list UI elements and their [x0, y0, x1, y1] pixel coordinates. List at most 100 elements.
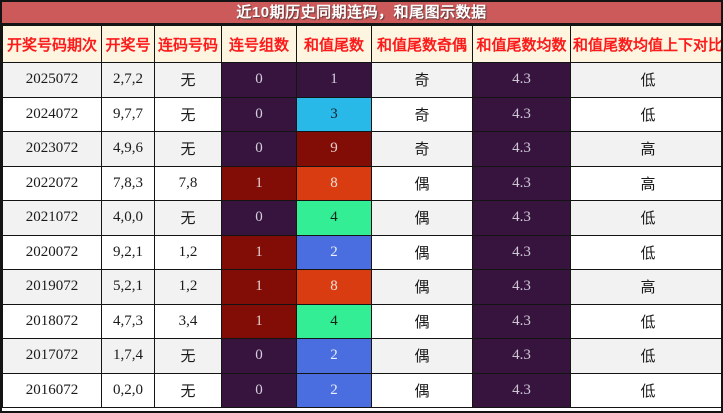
cell-groups: 1 — [221, 269, 297, 305]
cell-pair: 1,2 — [154, 234, 222, 270]
cell-groups: 1 — [221, 165, 297, 201]
table-row: 2022072 7,8,3 7,8 1 8 偶 4.3 高 — [2, 165, 721, 201]
cell-pair: 1,2 — [154, 269, 222, 305]
cell-numbers: 1,7,4 — [101, 338, 155, 374]
cell-compare: 低 — [570, 234, 721, 270]
cell-numbers: 4,7,3 — [101, 303, 155, 339]
cell-tail: 3 — [296, 96, 372, 132]
cell-groups: 0 — [221, 200, 297, 236]
cell-pair: 无 — [154, 62, 222, 98]
cell-pair: 7,8 — [154, 165, 222, 201]
cell-compare: 低 — [570, 62, 721, 98]
cell-groups: 0 — [221, 96, 297, 132]
cell-parity: 奇 — [371, 96, 473, 132]
cell-tail: 2 — [296, 372, 372, 408]
cell-period: 2016072 — [2, 372, 102, 408]
cell-tail: 9 — [296, 131, 372, 167]
cell-compare: 高 — [570, 165, 721, 201]
cell-tail: 8 — [296, 165, 372, 201]
cell-pair: 无 — [154, 338, 222, 374]
cell-mean: 4.3 — [472, 131, 571, 167]
header-consecutive-numbers: 连码号码 — [154, 25, 222, 63]
cell-pair: 无 — [154, 372, 222, 408]
cell-period: 2018072 — [2, 303, 102, 339]
header-sum-tail-compare: 和值尾数均值上下对比 — [570, 25, 721, 63]
cell-numbers: 4,0,0 — [101, 200, 155, 236]
cell-parity: 奇 — [371, 62, 473, 98]
cell-mean: 4.3 — [472, 303, 571, 339]
cell-compare: 高 — [570, 131, 721, 167]
cell-mean: 4.3 — [472, 234, 571, 270]
header-row: 开奖号码期次 开奖号 连码号码 连号组数 和值尾数 和值尾数奇偶 和值尾数均数 … — [2, 25, 721, 63]
cell-numbers: 9,2,1 — [101, 234, 155, 270]
cell-parity: 偶 — [371, 303, 473, 339]
cell-mean: 4.3 — [472, 62, 571, 98]
cell-period: 2025072 — [2, 62, 102, 98]
cell-mean: 4.3 — [472, 200, 571, 236]
table-body: 2025072 2,7,2 无 0 1 奇 4.3 低 2024072 9,7,7 无 0 3 奇 4.3 低… — [2, 62, 721, 408]
cell-mean: 4.3 — [472, 96, 571, 132]
table-title: 近10期历史同期连码，和尾图示数据 — [2, 2, 721, 25]
cell-tail: 1 — [296, 62, 372, 98]
cell-groups: 0 — [221, 372, 297, 408]
cell-period: 2024072 — [2, 96, 102, 132]
header-period: 开奖号码期次 — [2, 25, 102, 63]
cell-period: 2023072 — [2, 131, 102, 167]
cell-numbers: 9,7,7 — [101, 96, 155, 132]
table-row: 2023072 4,9,6 无 0 9 奇 4.3 高 — [2, 131, 721, 167]
cell-pair: 无 — [154, 131, 222, 167]
cell-mean: 4.3 — [472, 338, 571, 374]
table-row: 2025072 2,7,2 无 0 1 奇 4.3 低 — [2, 62, 721, 98]
cell-parity: 偶 — [371, 165, 473, 201]
cell-period: 2017072 — [2, 338, 102, 374]
cell-tail: 4 — [296, 303, 372, 339]
cell-pair: 3,4 — [154, 303, 222, 339]
table-row: 2017072 1,7,4 无 0 2 偶 4.3 低 — [2, 338, 721, 374]
table-row: 2024072 9,7,7 无 0 3 奇 4.3 低 — [2, 96, 721, 132]
cell-compare: 低 — [570, 303, 721, 339]
table-row: 2020072 9,2,1 1,2 1 2 偶 4.3 低 — [2, 234, 721, 270]
cell-pair: 无 — [154, 200, 222, 236]
table-row: 2018072 4,7,3 3,4 1 4 偶 4.3 低 — [2, 303, 721, 339]
lottery-data-table: 开奖号码期次 开奖号 连码号码 连号组数 和值尾数 和值尾数奇偶 和值尾数均数 … — [2, 25, 721, 408]
cell-groups: 0 — [221, 62, 297, 98]
cell-tail: 2 — [296, 338, 372, 374]
cell-compare: 低 — [570, 200, 721, 236]
cell-compare: 低 — [570, 96, 721, 132]
cell-parity: 偶 — [371, 200, 473, 236]
cell-tail: 8 — [296, 269, 372, 305]
cell-parity: 偶 — [371, 338, 473, 374]
cell-parity: 偶 — [371, 269, 473, 305]
cell-compare: 低 — [570, 338, 721, 374]
cell-period: 2022072 — [2, 165, 102, 201]
cell-mean: 4.3 — [472, 269, 571, 305]
header-consecutive-groups: 连号组数 — [221, 25, 297, 63]
cell-numbers: 0,2,0 — [101, 372, 155, 408]
cell-groups: 1 — [221, 234, 297, 270]
cell-numbers: 7,8,3 — [101, 165, 155, 201]
cell-numbers: 5,2,1 — [101, 269, 155, 305]
cell-groups: 0 — [221, 338, 297, 374]
cell-parity: 偶 — [371, 234, 473, 270]
header-sum-tail: 和值尾数 — [296, 25, 372, 63]
table-row: 2021072 4,0,0 无 0 4 偶 4.3 低 — [2, 200, 721, 236]
cell-pair: 无 — [154, 96, 222, 132]
cell-parity: 奇 — [371, 131, 473, 167]
header-sum-tail-mean: 和值尾数均数 — [472, 25, 571, 63]
cell-groups: 0 — [221, 131, 297, 167]
header-sum-tail-parity: 和值尾数奇偶 — [371, 25, 473, 63]
cell-period: 2021072 — [2, 200, 102, 236]
cell-compare: 高 — [570, 269, 721, 305]
cell-parity: 偶 — [371, 372, 473, 408]
cell-period: 2020072 — [2, 234, 102, 270]
table-row: 2019072 5,2,1 1,2 1 8 偶 4.3 高 — [2, 269, 721, 305]
cell-numbers: 4,9,6 — [101, 131, 155, 167]
cell-mean: 4.3 — [472, 165, 571, 201]
cell-tail: 4 — [296, 200, 372, 236]
cell-tail: 2 — [296, 234, 372, 270]
cell-groups: 1 — [221, 303, 297, 339]
cell-numbers: 2,7,2 — [101, 62, 155, 98]
cell-mean: 4.3 — [472, 372, 571, 408]
table-row: 2016072 0,2,0 无 0 2 偶 4.3 低 — [2, 372, 721, 408]
